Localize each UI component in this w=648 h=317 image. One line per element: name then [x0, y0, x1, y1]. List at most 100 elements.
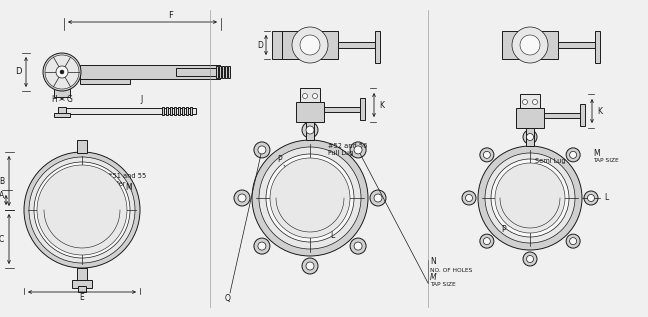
Bar [77, 140, 87, 153]
Circle shape [491, 159, 569, 237]
Circle shape [512, 27, 548, 63]
Bar [176, 68, 223, 76]
Text: K: K [597, 107, 602, 115]
Circle shape [465, 195, 472, 202]
Bar [338, 42, 378, 48]
Circle shape [60, 70, 64, 74]
Circle shape [303, 94, 308, 99]
Circle shape [266, 154, 354, 242]
Bar [306, 122, 314, 140]
Bar [580, 104, 585, 126]
Circle shape [480, 234, 494, 248]
Text: N: N [430, 257, 435, 267]
Text: Q: Q [225, 294, 231, 303]
Circle shape [302, 122, 318, 138]
Bar [544, 113, 584, 118]
Bar [225, 66, 227, 78]
Circle shape [495, 163, 565, 233]
Text: M: M [593, 150, 599, 158]
Circle shape [374, 194, 382, 202]
Circle shape [478, 146, 582, 250]
Circle shape [350, 238, 366, 254]
Text: D: D [257, 41, 263, 49]
Circle shape [570, 151, 577, 158]
Circle shape [254, 142, 270, 158]
Circle shape [523, 252, 537, 266]
Circle shape [29, 157, 135, 263]
Circle shape [526, 133, 533, 140]
Bar [174, 107, 176, 115]
Text: K: K [379, 100, 384, 109]
Circle shape [570, 238, 577, 245]
Text: Semi Lug: Semi Lug [535, 158, 566, 164]
Circle shape [24, 152, 140, 268]
Bar [222, 66, 224, 78]
Circle shape [259, 147, 361, 249]
Circle shape [520, 35, 540, 55]
Bar [558, 42, 598, 48]
Bar [516, 108, 544, 128]
Bar [72, 280, 92, 288]
Bar [178, 107, 180, 115]
Text: #51 and 55
Wafer: #51 and 55 Wafer [107, 173, 146, 186]
Text: P: P [502, 225, 506, 235]
Circle shape [234, 190, 250, 206]
Text: TAP SIZE: TAP SIZE [593, 158, 619, 164]
Text: P: P [48, 230, 52, 240]
Bar [219, 66, 221, 78]
Circle shape [584, 191, 598, 205]
Bar [186, 107, 188, 115]
Circle shape [566, 234, 580, 248]
Circle shape [483, 151, 491, 158]
Text: A: A [0, 191, 4, 199]
Bar [272, 31, 282, 59]
Bar [190, 107, 192, 115]
Text: C: C [0, 235, 4, 243]
Circle shape [566, 148, 580, 162]
Bar [595, 31, 600, 63]
Circle shape [523, 130, 537, 144]
Circle shape [354, 242, 362, 250]
Bar [54, 67, 70, 97]
Circle shape [350, 142, 366, 158]
Text: F: F [168, 11, 174, 21]
Circle shape [43, 53, 81, 91]
Circle shape [252, 140, 368, 256]
Bar [80, 65, 220, 79]
Bar [58, 107, 66, 115]
Text: NO. OF HOLES: NO. OF HOLES [430, 268, 472, 273]
Bar [526, 128, 534, 146]
Bar [502, 31, 558, 59]
Text: G: G [67, 94, 73, 103]
Text: P: P [278, 156, 283, 165]
Text: M: M [430, 273, 437, 281]
Text: TAP SIZE: TAP SIZE [430, 282, 456, 288]
Bar [77, 268, 87, 281]
Circle shape [522, 100, 527, 105]
Circle shape [258, 242, 266, 250]
Circle shape [312, 94, 318, 99]
Circle shape [37, 165, 127, 255]
Bar [182, 107, 184, 115]
Bar [166, 107, 168, 115]
Circle shape [483, 238, 491, 245]
Bar [520, 94, 540, 108]
Bar [170, 107, 172, 115]
Text: M: M [125, 184, 132, 192]
Circle shape [258, 146, 266, 154]
Circle shape [254, 238, 270, 254]
Bar [66, 108, 196, 114]
Bar [78, 286, 86, 292]
Circle shape [45, 55, 79, 89]
Circle shape [306, 262, 314, 270]
Bar [228, 66, 230, 78]
Circle shape [270, 158, 350, 238]
Text: J: J [141, 94, 143, 103]
Circle shape [34, 162, 130, 258]
Text: E: E [80, 294, 84, 302]
Bar [216, 66, 218, 78]
Circle shape [462, 191, 476, 205]
Circle shape [588, 195, 594, 202]
Circle shape [238, 194, 246, 202]
Bar [80, 79, 130, 84]
